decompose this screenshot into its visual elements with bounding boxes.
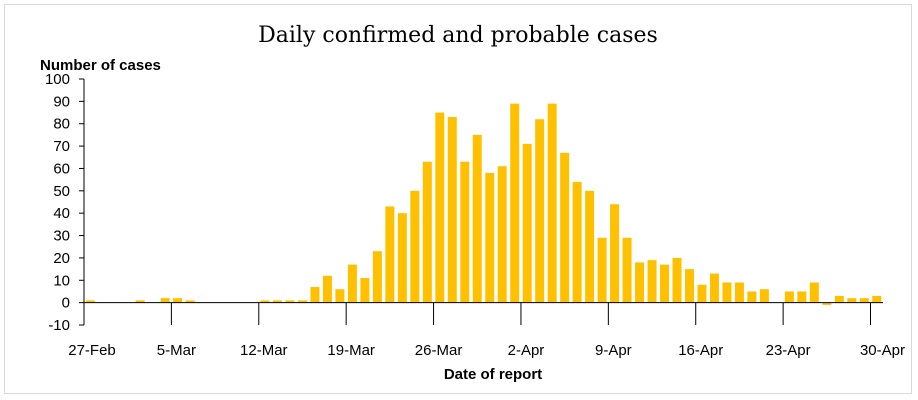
y-tick-label: 80: [53, 116, 70, 133]
x-tick-label: 5-Mar: [157, 342, 196, 359]
x-tick-label: 16-Apr: [678, 342, 723, 359]
bar-28-Apr: [847, 298, 856, 302]
bar-16-Mar: [310, 287, 319, 303]
bar-23-Apr: [785, 291, 794, 302]
y-tick-label: 70: [53, 138, 70, 155]
bar-1-Apr: [510, 104, 519, 303]
x-tick-label: 12-Mar: [240, 342, 288, 359]
bar-22-Mar: [385, 206, 394, 302]
bars: [86, 104, 882, 305]
bar-19-Mar: [348, 265, 357, 303]
x-axis-title: Date of report: [444, 366, 542, 383]
bar-31-Mar: [498, 166, 507, 302]
x-tick-label: 27-Feb: [68, 342, 116, 359]
bar-10-Apr: [623, 238, 632, 303]
bar-17-Apr: [710, 274, 719, 303]
y-tick-label: 90: [53, 93, 70, 110]
bar-5-Mar: [173, 298, 182, 302]
bar-20-Mar: [360, 278, 369, 303]
bar-24-Mar: [410, 191, 419, 303]
bar-27-Mar: [448, 117, 457, 303]
bar-28-Mar: [460, 162, 469, 303]
bar-29-Apr: [860, 298, 869, 302]
bar-15-Apr: [685, 269, 694, 303]
y-tick-label: -10: [48, 317, 70, 334]
bar-9-Apr: [610, 204, 619, 302]
x-tick-label: 9-Apr: [595, 342, 632, 359]
bar-6-Apr: [573, 182, 582, 303]
y-tick-label: 0: [62, 295, 70, 312]
bar-24-Apr: [797, 291, 806, 302]
bar-4-Apr: [548, 104, 557, 303]
bar-2-Apr: [523, 144, 532, 303]
y-tick-label: 100: [45, 71, 70, 88]
bar-4-Mar: [161, 298, 170, 302]
y-tick-label: 20: [53, 250, 70, 267]
bar-21-Mar: [373, 251, 382, 302]
bar-19-Apr: [735, 283, 744, 303]
y-axis-ticks: -10 0 10 20 30 40 50 60 70 80 90 100: [45, 71, 84, 334]
x-tick-label: 30-Apr: [860, 342, 905, 359]
y-tick-label: 40: [53, 205, 70, 222]
x-tick-label: 2-Apr: [508, 342, 545, 359]
bar-5-Apr: [560, 153, 569, 303]
y-tick-label: 50: [53, 183, 70, 200]
bar-26-Mar: [435, 113, 444, 303]
bar-25-Mar: [423, 162, 432, 303]
bar-8-Apr: [598, 238, 607, 303]
bar-16-Apr: [697, 285, 706, 303]
bar-13-Apr: [660, 265, 669, 303]
bar-23-Mar: [398, 213, 407, 302]
bar-17-Mar: [323, 276, 332, 303]
bar-27-Apr: [835, 296, 844, 303]
bar-21-Apr: [760, 289, 769, 302]
y-tick-label: 30: [53, 228, 70, 245]
bar-3-Apr: [535, 119, 544, 302]
bar-18-Apr: [722, 283, 731, 303]
y-tick-label: 10: [53, 272, 70, 289]
bar-7-Apr: [585, 191, 594, 303]
x-tick-label: 19-Mar: [327, 342, 375, 359]
chart-title: Daily confirmed and probable cases: [258, 23, 658, 48]
bar-11-Apr: [635, 262, 644, 302]
bar-20-Apr: [747, 291, 756, 302]
bar-30-Mar: [485, 173, 494, 303]
bar-30-Apr: [872, 296, 881, 303]
x-axis-ticks: 27-Feb 5-Mar 12-Mar 19-Mar 26-Mar 2-Apr 9-Apr 1…: [68, 303, 905, 359]
x-tick-label: 26-Mar: [415, 342, 463, 359]
bar-29-Mar: [473, 135, 482, 303]
y-tick-label: 60: [53, 160, 70, 177]
x-tick-label: 23-Apr: [766, 342, 811, 359]
bar-25-Apr: [810, 283, 819, 303]
bar-12-Apr: [648, 260, 657, 302]
chart: Daily confirmed and probable cases Numbe…: [0, 0, 918, 400]
bar-18-Mar: [335, 289, 344, 302]
bar-14-Apr: [673, 258, 682, 303]
